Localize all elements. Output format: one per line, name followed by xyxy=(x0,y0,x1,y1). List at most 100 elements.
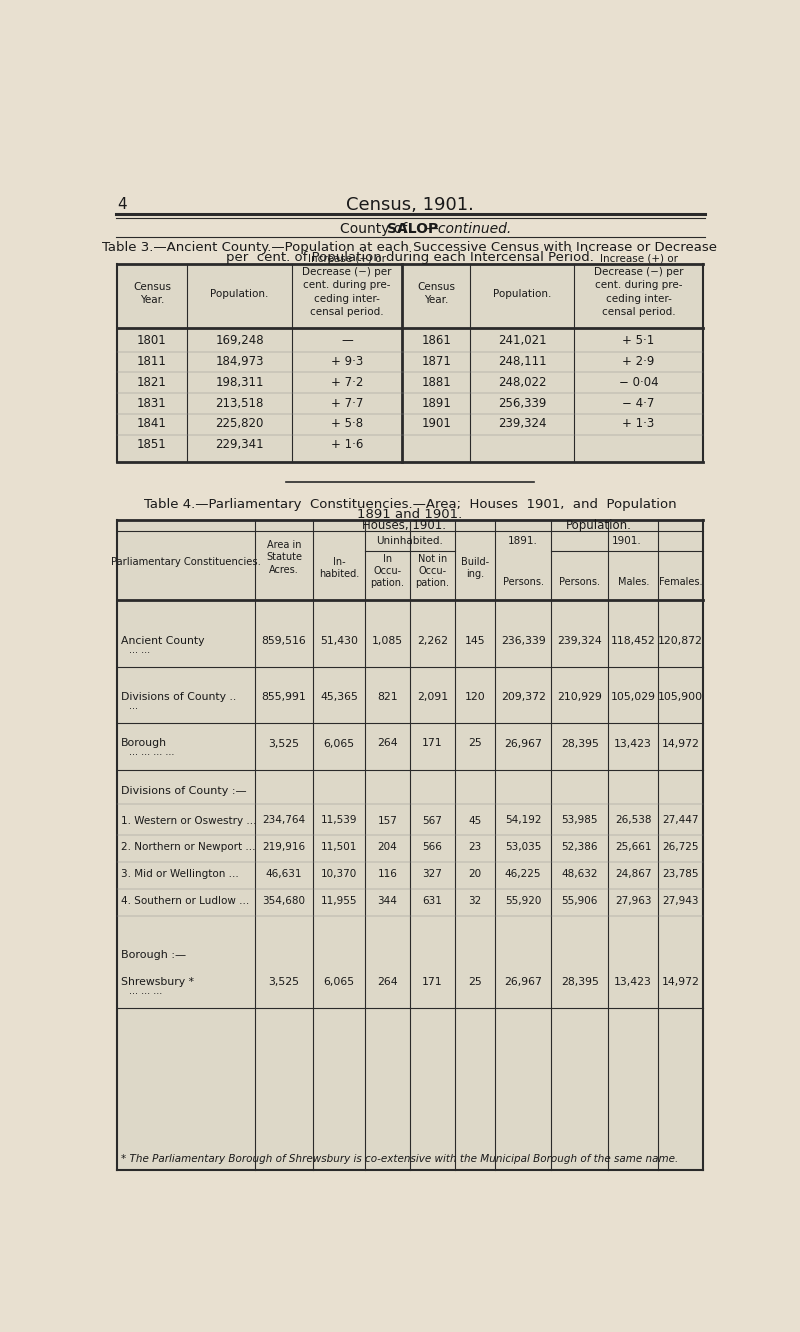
Text: 859,516: 859,516 xyxy=(262,637,306,646)
Text: 14,972: 14,972 xyxy=(662,978,699,987)
Text: 1831: 1831 xyxy=(137,397,167,410)
Text: 1891 and 1901.: 1891 and 1901. xyxy=(358,507,462,521)
Text: 171: 171 xyxy=(422,978,442,987)
Text: 27,943: 27,943 xyxy=(662,896,698,906)
Text: 120,872: 120,872 xyxy=(658,637,703,646)
Text: Table 4.—Parliamentary  Constituencies.—Area;  Houses  1901,  and  Population: Table 4.—Parliamentary Constituencies.—A… xyxy=(144,498,676,510)
Text: County of: County of xyxy=(340,222,412,236)
Text: + 7·7: + 7·7 xyxy=(331,397,363,410)
Text: Borough :—: Borough :— xyxy=(121,950,186,960)
Text: 3,525: 3,525 xyxy=(269,738,299,749)
Text: 14,972: 14,972 xyxy=(662,738,699,749)
Text: − 4·7: − 4·7 xyxy=(622,397,655,410)
Text: 3,525: 3,525 xyxy=(269,978,299,987)
Text: 1901.: 1901. xyxy=(612,535,642,546)
Text: * The Parliamentary Borough of Shrewsbury is co-extensive with the Municipal Bor: * The Parliamentary Borough of Shrewsbur… xyxy=(121,1155,678,1164)
Bar xyxy=(117,521,703,1169)
Text: —continued.: —continued. xyxy=(424,222,511,236)
Text: 48,632: 48,632 xyxy=(562,870,598,879)
Text: Population.: Population. xyxy=(493,289,551,298)
Text: 26,967: 26,967 xyxy=(504,978,542,987)
Text: 105,029: 105,029 xyxy=(610,693,656,702)
Text: 256,339: 256,339 xyxy=(498,397,546,410)
Text: 46,631: 46,631 xyxy=(266,870,302,879)
Text: Divisions of County ..: Divisions of County .. xyxy=(121,693,236,702)
Text: Persons.: Persons. xyxy=(559,577,600,587)
Text: Uninhabited.: Uninhabited. xyxy=(377,535,443,546)
Text: 1,085: 1,085 xyxy=(372,637,403,646)
Text: 105,900: 105,900 xyxy=(658,693,703,702)
Text: Not in
Occu-
pation.: Not in Occu- pation. xyxy=(415,554,450,589)
Text: 248,022: 248,022 xyxy=(498,376,546,389)
Text: SALOP: SALOP xyxy=(386,222,438,236)
Text: 264: 264 xyxy=(378,738,398,749)
Text: 23: 23 xyxy=(469,842,482,852)
Text: ...: ... xyxy=(129,701,138,711)
Text: 13,423: 13,423 xyxy=(614,738,652,749)
Text: In
Occu-
pation.: In Occu- pation. xyxy=(370,554,405,589)
Text: 26,538: 26,538 xyxy=(615,815,651,826)
Text: 55,920: 55,920 xyxy=(505,896,542,906)
Text: 6,065: 6,065 xyxy=(323,738,354,749)
Text: 26,725: 26,725 xyxy=(662,842,698,852)
Text: 2,262: 2,262 xyxy=(417,637,448,646)
Text: + 9·3: + 9·3 xyxy=(331,356,363,368)
Text: 45,365: 45,365 xyxy=(320,693,358,702)
Text: Census, 1901.: Census, 1901. xyxy=(346,196,474,213)
Text: 55,906: 55,906 xyxy=(562,896,598,906)
Text: ... ... ...: ... ... ... xyxy=(129,986,162,996)
Text: 204: 204 xyxy=(378,842,398,852)
Text: Table 3.—Ancient County.—Population at each Successive Census with Increase or D: Table 3.—Ancient County.—Population at e… xyxy=(102,241,718,254)
Text: + 2·9: + 2·9 xyxy=(622,356,655,368)
Text: Persons.: Persons. xyxy=(502,577,544,587)
Text: 239,324: 239,324 xyxy=(558,637,602,646)
Text: 855,991: 855,991 xyxy=(262,693,306,702)
Text: 11,539: 11,539 xyxy=(321,815,358,826)
Text: 1871: 1871 xyxy=(422,356,451,368)
Text: Divisions of County :—: Divisions of County :— xyxy=(121,786,246,797)
Text: Borough: Borough xyxy=(121,738,167,749)
Text: 1891: 1891 xyxy=(422,397,451,410)
Text: 145: 145 xyxy=(465,637,486,646)
Text: 26,967: 26,967 xyxy=(504,738,542,749)
Text: Males.: Males. xyxy=(618,577,649,587)
Text: 52,386: 52,386 xyxy=(562,842,598,852)
Text: 219,916: 219,916 xyxy=(262,842,306,852)
Text: + 1·6: + 1·6 xyxy=(331,438,363,452)
Text: 118,452: 118,452 xyxy=(611,637,655,646)
Text: Area in
Statute
Acres.: Area in Statute Acres. xyxy=(266,539,302,574)
Text: 116: 116 xyxy=(378,870,398,879)
Text: 1. Western or Oswestry ...: 1. Western or Oswestry ... xyxy=(121,815,257,826)
Text: 2. Northern or Newport ...: 2. Northern or Newport ... xyxy=(121,842,255,852)
Text: Increase (+) or
Decrease (−) per
cent. during pre-
ceding inter-
censal period.: Increase (+) or Decrease (−) per cent. d… xyxy=(302,254,392,317)
Text: ... ... ... ...: ... ... ... ... xyxy=(129,747,174,757)
Text: 1851: 1851 xyxy=(137,438,167,452)
Text: 344: 344 xyxy=(378,896,398,906)
Text: 25: 25 xyxy=(468,978,482,987)
Text: 13,423: 13,423 xyxy=(614,978,652,987)
Text: 264: 264 xyxy=(378,978,398,987)
Text: 1891.: 1891. xyxy=(508,535,538,546)
Text: + 1·3: + 1·3 xyxy=(622,417,654,430)
Text: 171: 171 xyxy=(422,738,442,749)
Text: 1901: 1901 xyxy=(422,417,451,430)
Text: Shrewsbury *: Shrewsbury * xyxy=(121,978,194,987)
Text: 566: 566 xyxy=(422,842,442,852)
Text: + 5·8: + 5·8 xyxy=(331,417,363,430)
Text: 241,021: 241,021 xyxy=(498,334,546,348)
Text: 239,324: 239,324 xyxy=(498,417,546,430)
Text: 327: 327 xyxy=(422,870,442,879)
Text: 2,091: 2,091 xyxy=(417,693,448,702)
Text: 54,192: 54,192 xyxy=(505,815,542,826)
Text: 20: 20 xyxy=(469,870,482,879)
Text: 1841: 1841 xyxy=(137,417,167,430)
Text: 198,311: 198,311 xyxy=(215,376,264,389)
Text: 28,395: 28,395 xyxy=(561,978,598,987)
Text: Increase (+) or
Decrease (−) per
cent. during pre-
ceding inter-
censal period.: Increase (+) or Decrease (−) per cent. d… xyxy=(594,254,683,317)
Text: Females.: Females. xyxy=(658,577,702,587)
Text: Parliamentary Constituencies.: Parliamentary Constituencies. xyxy=(111,557,261,567)
Text: 234,764: 234,764 xyxy=(262,815,306,826)
Text: 25,661: 25,661 xyxy=(615,842,651,852)
Text: Population.: Population. xyxy=(566,519,632,531)
Text: 28,395: 28,395 xyxy=(561,738,598,749)
